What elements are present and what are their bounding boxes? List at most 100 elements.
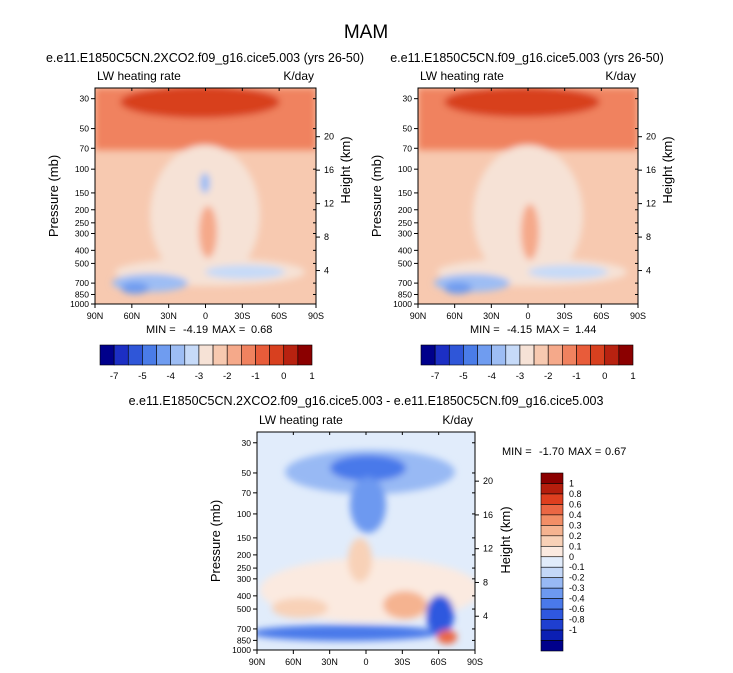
colorbar-cell xyxy=(448,344,464,366)
field-sh-warm xyxy=(383,591,427,619)
panel-c-min-label: MIN = xyxy=(502,446,532,458)
x-tick-label: 30S xyxy=(394,657,410,667)
y-tick-label: 300 xyxy=(237,574,251,584)
panel-b-max-value: 1.44 xyxy=(575,324,596,336)
colorbar-label: -5 xyxy=(459,371,467,382)
colorbar-label: -5 xyxy=(138,371,146,382)
field-equatorial-warm xyxy=(521,204,539,260)
panel-a-min-label: MIN = xyxy=(146,324,176,336)
x-tick-label: 60S xyxy=(431,657,447,667)
colorbar-cell xyxy=(540,577,564,589)
colorbar-cell xyxy=(604,344,620,366)
y-tick-label: 700 xyxy=(398,278,412,288)
colorbar-label: -4 xyxy=(166,371,174,382)
colorbar-cell xyxy=(198,344,214,366)
panel-a-field xyxy=(95,88,316,304)
field-equatorial-warm xyxy=(348,538,372,582)
panel-b-min-label: MIN = xyxy=(470,324,500,336)
y-tick-label: 50 xyxy=(242,468,252,478)
colorbar-label: -2 xyxy=(223,371,231,382)
colorbar-label: -0.4 xyxy=(569,594,585,604)
field-boundary-cold-2 xyxy=(528,265,608,279)
x-tick-label: 60N xyxy=(446,311,463,321)
colorbar-cell xyxy=(540,619,564,631)
colorbar-cell xyxy=(576,344,591,366)
colorbar-cell xyxy=(618,344,634,366)
colorbar-cell xyxy=(540,608,564,620)
x-tick-label: 30N xyxy=(321,657,338,667)
panel-b-ylabel: Pressure (mb) xyxy=(369,155,384,237)
colorbar-cell xyxy=(540,545,564,558)
y-tick-label: 30 xyxy=(403,94,413,104)
x-tick-label: 30N xyxy=(483,311,500,321)
colorbar-label: -0.8 xyxy=(569,615,585,625)
height-tick-label: 20 xyxy=(646,132,656,142)
panel-b-right-label: K/day xyxy=(605,69,636,83)
x-tick-label: 90N xyxy=(249,657,266,667)
colorbar-cell xyxy=(540,472,564,484)
colorbar-label: -0.3 xyxy=(569,583,585,593)
height-tick-label: 4 xyxy=(483,611,488,621)
y-tick-label: 30 xyxy=(242,438,252,448)
x-tick-label: 30S xyxy=(557,311,573,321)
colorbar-cell xyxy=(184,344,200,366)
colorbar-cell xyxy=(142,344,157,366)
panel-b-min-value: -4.15 xyxy=(507,324,532,336)
y-tick-label: 100 xyxy=(237,509,251,519)
height-tick-label: 16 xyxy=(646,165,656,175)
colorbar-label: -2 xyxy=(544,371,552,382)
y-tick-label: 70 xyxy=(80,143,90,153)
colorbar-cell xyxy=(540,640,564,652)
panel-c-max-label: MAX = xyxy=(568,446,601,458)
y-tick-label: 250 xyxy=(237,563,251,573)
y-tick-label: 250 xyxy=(75,218,89,228)
colorbar-cell xyxy=(547,344,563,366)
colorbar-cell xyxy=(127,344,143,366)
colorbar-cell xyxy=(477,344,492,366)
field-equatorial-cold-spot xyxy=(200,173,210,193)
y-tick-label: 300 xyxy=(75,229,89,239)
colorbar-label: 0.1 xyxy=(569,541,582,551)
field-sh-surface-warm xyxy=(437,630,457,644)
colorbar-cell xyxy=(590,344,606,366)
colorbar-label: 1 xyxy=(309,371,314,382)
y-tick-label: 200 xyxy=(398,205,412,215)
x-tick-label: 60N xyxy=(285,657,302,667)
x-tick-label: 60N xyxy=(124,311,141,321)
colorbar-cell xyxy=(420,344,436,366)
y-tick-label: 70 xyxy=(403,143,413,153)
y-tick-label: 150 xyxy=(75,188,89,198)
x-tick-label: 90N xyxy=(410,311,427,321)
x-tick-label: 90S xyxy=(630,311,646,321)
colorbar-label: -4 xyxy=(487,371,495,382)
y-tick-label: 1000 xyxy=(393,299,412,309)
panel-a-title: e.e11.E1850C5CN.2XCO2.f09_g16.cice5.003 … xyxy=(46,51,364,65)
colorbar-cell xyxy=(540,629,564,641)
colorbar-label: 0.4 xyxy=(569,510,582,520)
y-tick-label: 500 xyxy=(237,604,251,614)
y-tick-label: 30 xyxy=(80,94,90,104)
y-tick-label: 300 xyxy=(398,229,412,239)
y-tick-label: 1000 xyxy=(70,299,89,309)
height-tick-label: 12 xyxy=(483,544,493,554)
y-tick-label: 50 xyxy=(403,124,413,134)
colorbar-label: -1 xyxy=(572,371,580,382)
x-tick-label: 90S xyxy=(467,657,483,667)
y-tick-label: 100 xyxy=(75,164,89,174)
height-tick-label: 20 xyxy=(483,476,493,486)
panel-a-right-label: K/day xyxy=(283,69,314,83)
colorbar-cell xyxy=(99,344,115,366)
colorbar-cell xyxy=(269,344,285,366)
y-tick-label: 200 xyxy=(237,550,251,560)
field-tropopause-core xyxy=(120,88,280,118)
panel-b-left-label: LW heating rate xyxy=(420,69,504,83)
field-boundary-cold-2 xyxy=(205,265,285,279)
panel-b-ylabel-right: Height (km) xyxy=(660,136,675,203)
colorbar-cell xyxy=(463,344,478,366)
field-boundary-cold-3 xyxy=(121,282,149,294)
colorbar-cell xyxy=(434,344,450,366)
height-tick-label: 16 xyxy=(324,165,334,175)
colorbar-cell xyxy=(241,344,256,366)
colorbar-cell xyxy=(226,344,242,366)
